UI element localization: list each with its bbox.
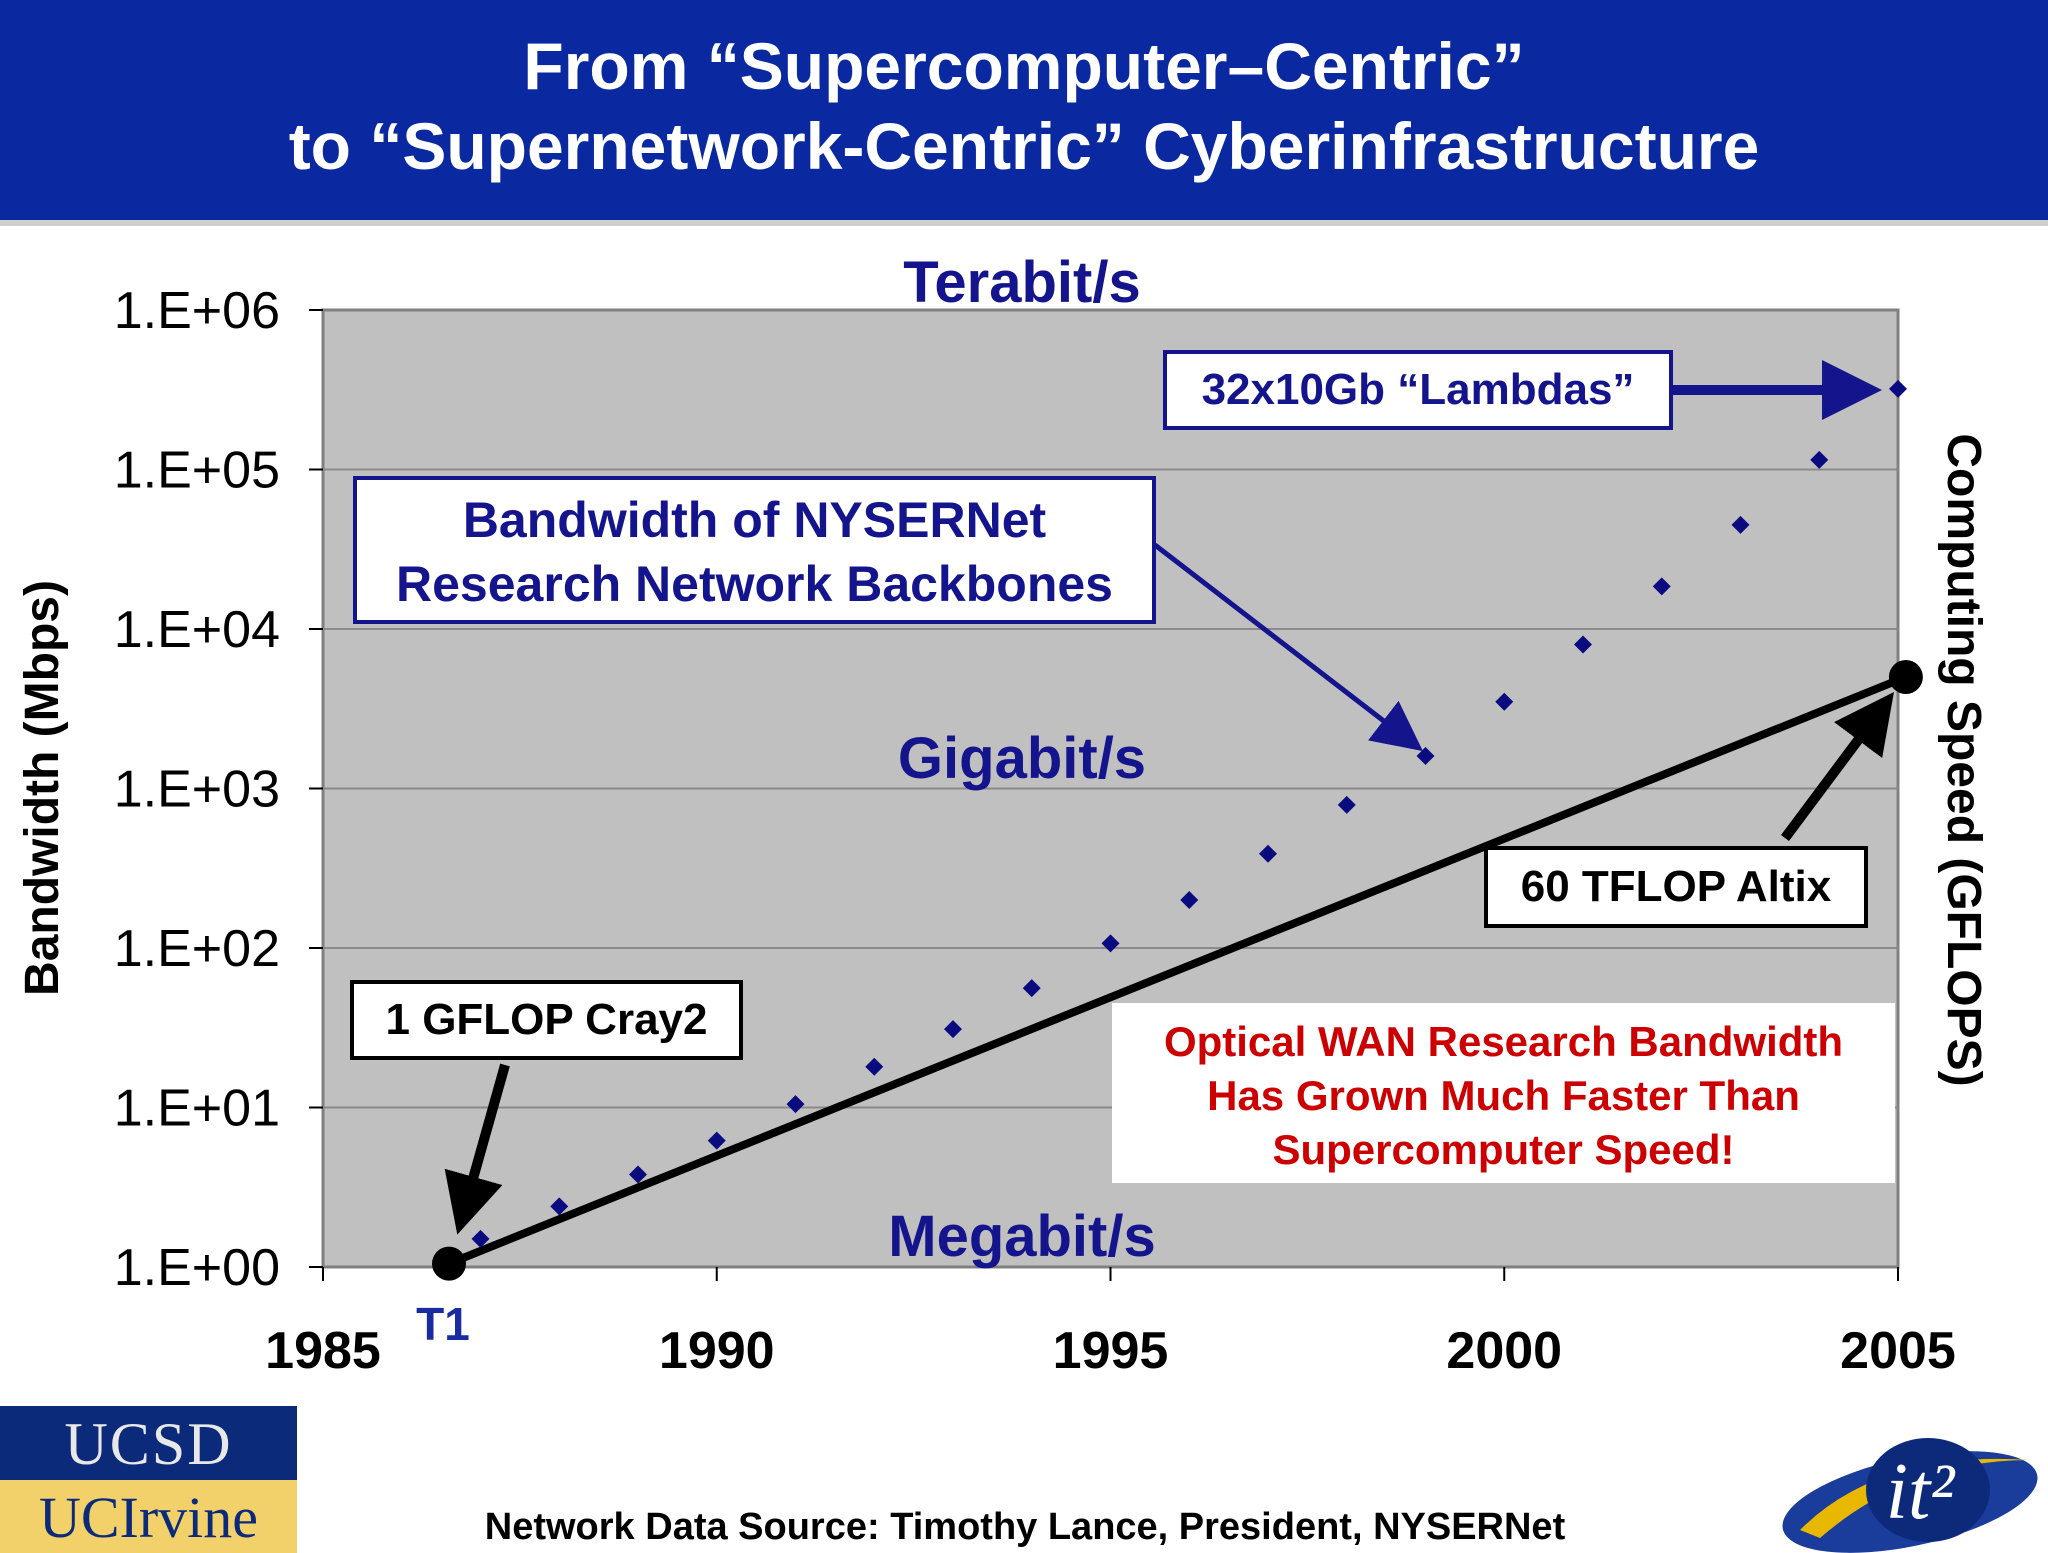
y-tick-label: 1.E+01 [114,1080,280,1138]
data-source-credit: Network Data Source: Timothy Lance, Pres… [484,1506,1566,1548]
data-point [786,1095,805,1114]
gigabit-label: Gigabit/s [898,726,1146,791]
y-tick-label: 1.E+00 [114,1239,280,1297]
data-point [1180,890,1199,909]
y-tick-label: 1.E+04 [114,601,280,659]
y-tick-label: 1.E+06 [114,282,280,340]
y-axis-ticks: 1.E+00 1.E+01 1.E+02 1.E+03 1.E+04 1.E+05 1.E+… [114,282,323,1297]
title-banner: From “Supercomputer–Centric” to “Superne… [0,0,2048,220]
data-point [1574,635,1592,654]
title-line-2: to “Supernetwork-Centric” Cyberinfrastru… [288,109,1760,183]
x-tick-label: 2000 [1446,1322,1562,1380]
conclusion-line-1: Optical WAN Research Bandwidth [1163,1018,1844,1065]
x-axis-ticks: 1985 1990 1995 2000 2005 [265,1267,1956,1380]
supercomputer-speed-line [432,660,1923,1281]
x-tick-label: 1985 [265,1322,381,1380]
cray2-arrow [444,1063,510,1235]
data-point [1889,379,1907,398]
terabit-label: Terabit/s [903,250,1140,315]
uci-wordmark: UCIrvine [38,1485,259,1550]
megabit-label: Megabit/s [888,1204,1156,1269]
altix-arrow [1780,691,1894,841]
y-tick-label: 1.E+02 [114,920,280,978]
data-point [1495,692,1514,711]
data-point [1101,934,1120,953]
data-point [707,1131,726,1150]
x-tick-label: 1995 [1053,1322,1169,1380]
data-point [1731,515,1750,534]
y2-axis-title: Computing Speed (GFLOPS) [1937,433,1990,1086]
data-point [1810,450,1829,469]
altix-annotation: 60 TFLOP Altix [1484,846,1868,928]
trend-line [447,673,1908,1268]
lambdas-annotation-text: 32x10Gb “Lambdas” [1201,365,1635,414]
cray2-annotation: 1 GFLOP Cray2 [350,980,743,1060]
data-point [1337,795,1356,814]
ucsd-wordmark: UCSD [64,1411,233,1477]
x-tick-label: 1990 [659,1322,775,1380]
altix-point [1888,660,1923,695]
cray2-annotation-text: 1 GFLOP Cray2 [385,995,708,1044]
x-tick-label: 2005 [1840,1322,1956,1380]
data-point [1416,746,1435,765]
nysernet-annotation: Bandwidth of NYSERNet Research Network B… [353,476,1156,624]
data-point [1022,979,1041,998]
data-point [550,1197,569,1216]
data-point [1652,577,1671,596]
banner-shadow [0,220,2048,226]
conclusion-line-3: Supercomputer Speed! [1272,1126,1735,1173]
conclusion-line-2: Has Grown Much Faster Than [1207,1072,1800,1119]
cray2-point [432,1246,466,1281]
it2-wordmark: it² [1886,1448,1956,1536]
data-point [629,1165,647,1184]
ucsd-uci-logo: UCSD UCIrvine [0,1406,297,1553]
y-axis-title: Bandwidth (Mbps) [16,580,69,996]
t1-label: T1 [416,1298,470,1350]
altix-annotation-text: 60 TFLOP Altix [1520,862,1832,911]
nysernet-annotation-line-1: Bandwidth of NYSERNet [462,492,1047,548]
nysernet-arrow [1153,543,1423,752]
data-point [1259,844,1277,863]
data-point [944,1020,962,1039]
lambdas-annotation: 32x10Gb “Lambdas” [1163,350,1673,430]
title-line-1: From “Supercomputer–Centric” [523,29,1525,103]
data-point [865,1057,884,1076]
conclusion-note: Optical WAN Research Bandwidth Has Grown… [1112,1003,1895,1183]
bandwidth-points [471,379,1907,1248]
it2-logo: it² [1782,1438,2038,1553]
nysernet-annotation-line-2: Research Network Backbones [396,556,1113,612]
y-tick-label: 1.E+05 [114,442,280,500]
y-tick-label: 1.E+03 [114,761,280,819]
